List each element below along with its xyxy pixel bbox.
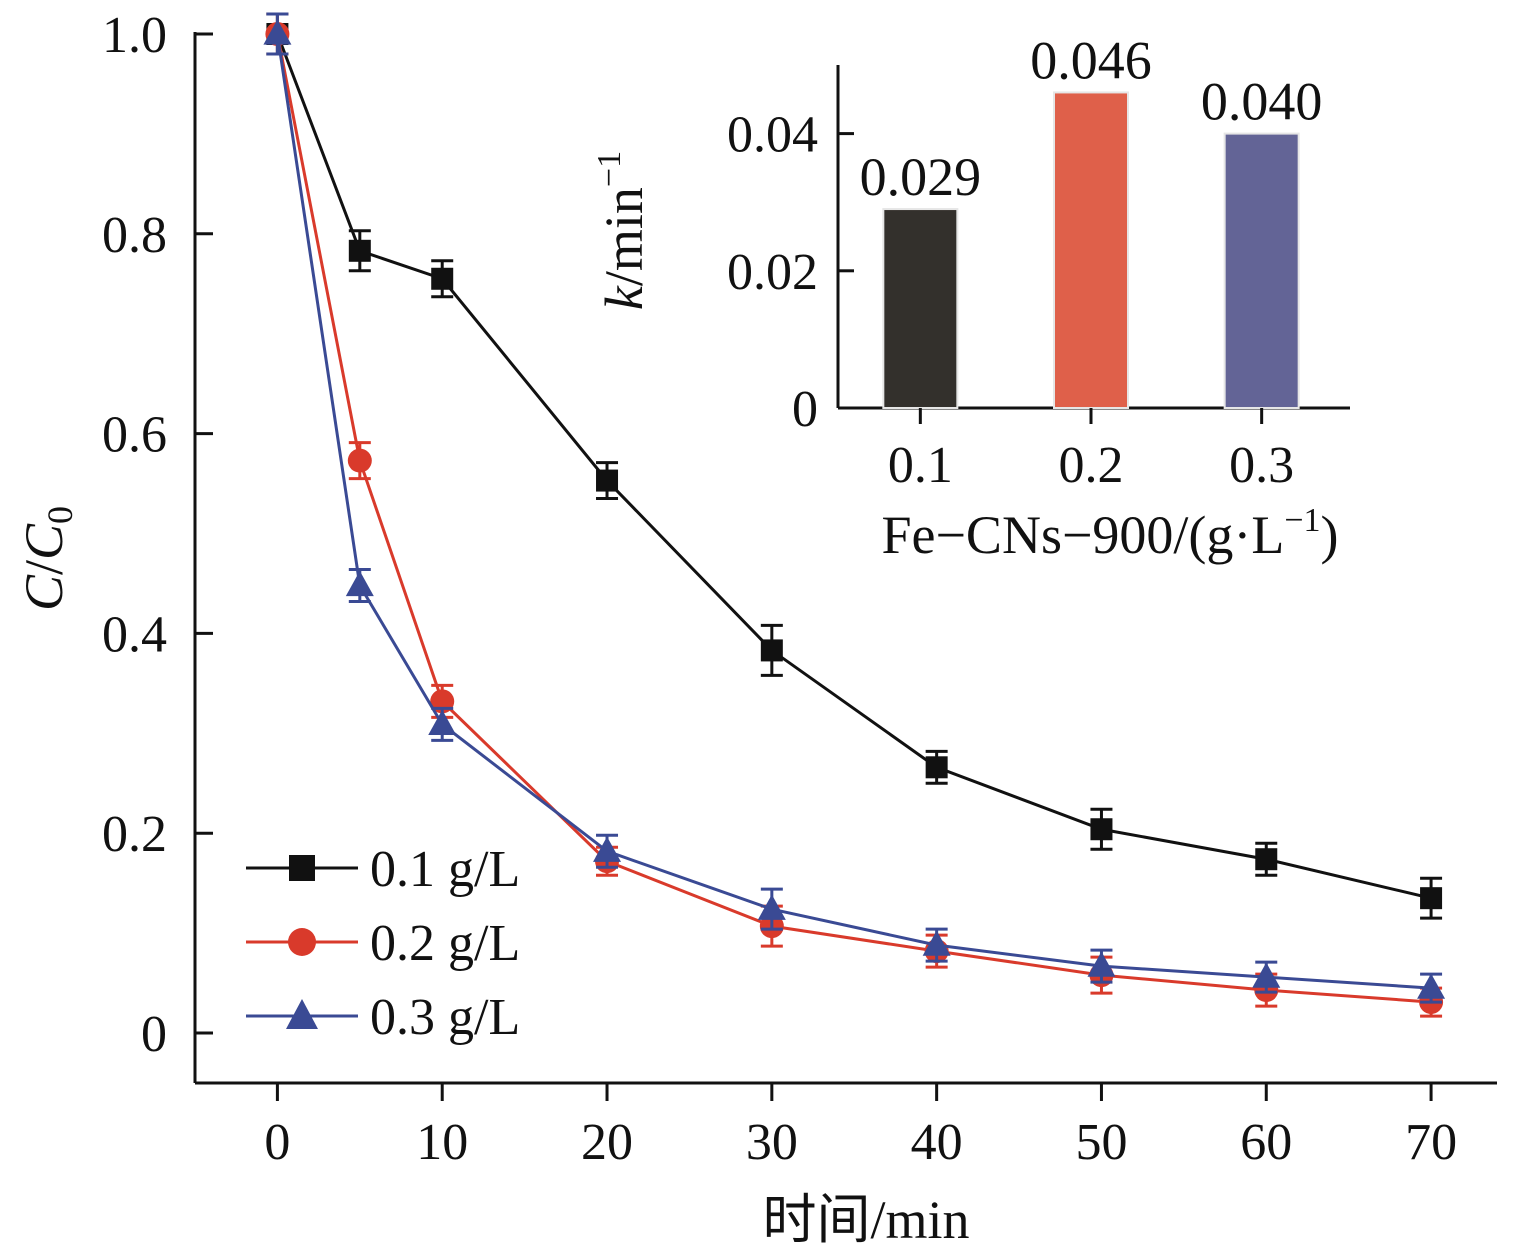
bar: [882, 208, 959, 409]
y-tick-label: 0.8: [102, 207, 167, 264]
data-point: [348, 239, 371, 262]
legend-marker: [289, 855, 315, 881]
data-point: [925, 756, 948, 779]
series-3: [263, 12, 1446, 1004]
main-line-chart: 0 0.2 0.4 0.6 0.8 1.0 0 10 20 30 40 50 60 70 时间/min C/C…: [14, 7, 1497, 1250]
x-tick-label: 40: [911, 1114, 963, 1171]
data-point: [1087, 951, 1116, 977]
data-point: [347, 448, 372, 473]
bar-value-label: 0.029: [860, 147, 982, 207]
y-tick-label: 0: [141, 1006, 167, 1063]
x-axis-title: 时间/min: [762, 1190, 969, 1250]
data-point: [1417, 973, 1446, 999]
data-point: [1420, 887, 1443, 910]
legend-label: 0.3 g/L: [370, 989, 520, 1046]
data-point: [1255, 848, 1278, 871]
data-point: [1252, 962, 1281, 988]
data-point: [760, 639, 783, 662]
data-point: [757, 894, 786, 920]
y-tick-label: 0.2: [102, 806, 167, 863]
x-tick-label: 60: [1240, 1114, 1292, 1171]
data-point: [593, 836, 622, 862]
y-tick-label: 1.0: [102, 7, 167, 64]
legend-marker: [286, 999, 318, 1029]
bar-value-label: 0.040: [1201, 72, 1323, 132]
x-tick-label: 70: [1405, 1114, 1457, 1171]
bar-value-label: 0.046: [1030, 30, 1152, 90]
inset-bar-chart: 0 0.02 0.04 0.029 0.1 0.046 0.2 0.040 0.3 Fe−CNs−…: [591, 30, 1350, 565]
inset-y-tick-label: 0.04: [727, 107, 818, 164]
data-point: [345, 570, 374, 597]
inset-y-axis-title: k/min−1: [591, 151, 654, 310]
x-tick-label: 20: [581, 1114, 633, 1171]
inset-x-tick-label: 0.1: [888, 437, 953, 494]
data-point: [596, 469, 619, 492]
x-tick-label: 50: [1075, 1114, 1127, 1171]
data-point: [1090, 818, 1113, 841]
data-point: [428, 709, 457, 735]
inset-x-tick-label: 0.3: [1229, 437, 1294, 494]
data-point: [922, 930, 951, 956]
legend-label: 0.2 g/L: [370, 915, 520, 972]
legend: 0.1 g/L 0.2 g/L 0.3 g/L: [246, 841, 520, 1046]
legend-label: 0.1 g/L: [370, 841, 520, 898]
inset-y-tick-label: 0: [792, 381, 818, 438]
y-axis-title: C/C0: [14, 506, 80, 611]
inset-y-tick-label: 0.02: [727, 244, 818, 301]
x-tick-label: 0: [264, 1114, 290, 1171]
inset-x-tick-label: 0.2: [1059, 437, 1124, 494]
data-point: [263, 19, 292, 45]
data-point: [431, 267, 454, 290]
x-tick-label: 10: [416, 1114, 468, 1171]
x-tick-label: 30: [746, 1114, 798, 1171]
bar: [1223, 132, 1300, 409]
y-tick-label: 0.6: [102, 407, 167, 464]
legend-marker: [288, 928, 316, 956]
y-tick-label: 0.4: [102, 606, 167, 663]
bar: [1053, 91, 1129, 409]
inset-x-axis-title: Fe−CNs−900/(g·L−1): [881, 502, 1338, 565]
